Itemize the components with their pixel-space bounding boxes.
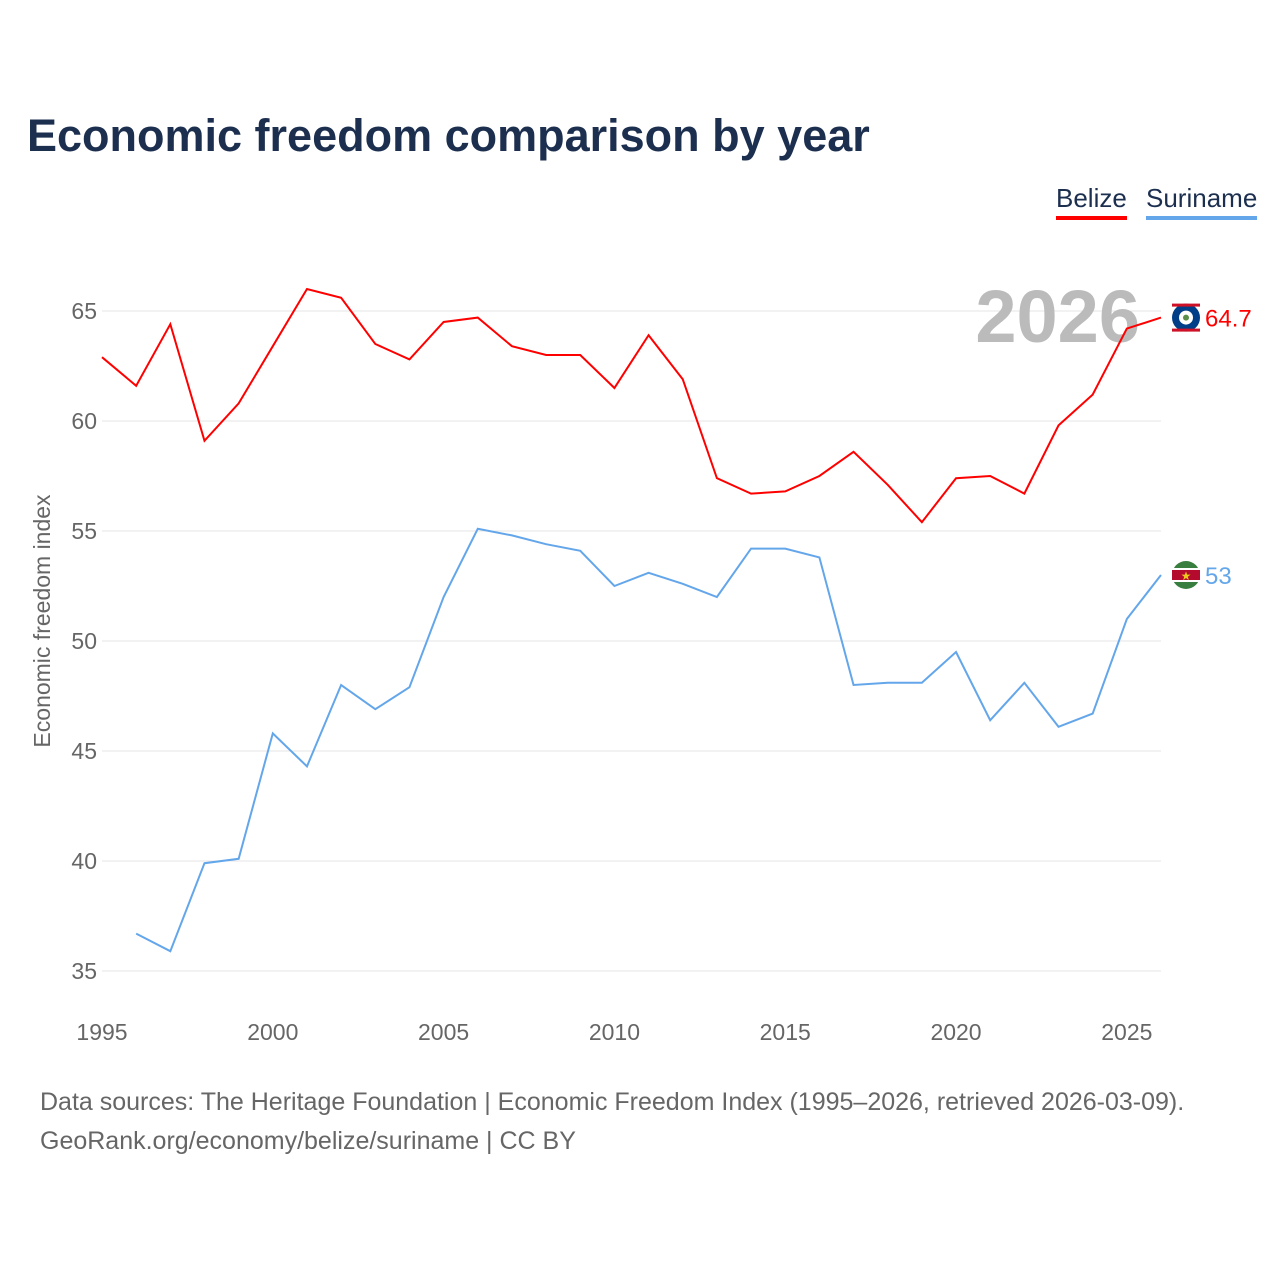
data-point xyxy=(1090,711,1096,717)
data-point xyxy=(406,356,412,362)
data-point xyxy=(475,315,481,321)
data-point xyxy=(133,931,139,937)
data-point xyxy=(748,546,754,552)
data-point xyxy=(1090,392,1096,398)
data-point xyxy=(304,286,310,292)
data-point xyxy=(611,583,617,589)
data-point xyxy=(543,541,549,547)
data-point xyxy=(338,295,344,301)
flag-icon-belize xyxy=(1172,303,1200,332)
end-value-label: 53 xyxy=(1205,563,1232,590)
flag-stripe xyxy=(1172,570,1200,580)
data-point xyxy=(816,554,822,560)
chart-title: Economic freedom comparison by year xyxy=(27,110,870,161)
data-point xyxy=(987,473,993,479)
data-point xyxy=(885,482,891,488)
data-point xyxy=(919,519,925,525)
data-point xyxy=(304,763,310,769)
data-point xyxy=(475,526,481,532)
flag-star: ★ xyxy=(1181,569,1192,583)
x-tick-label: 1995 xyxy=(76,1019,127,1045)
data-point xyxy=(851,682,857,688)
data-point xyxy=(167,948,173,954)
credit-link[interactable]: GeoRank.org/economy/belize/suriname | CC… xyxy=(40,1127,576,1155)
y-tick-label: 55 xyxy=(71,518,97,544)
data-point xyxy=(748,491,754,497)
data-point xyxy=(851,449,857,455)
data-point xyxy=(201,438,207,444)
data-sources: Data sources: The Heritage Foundation | … xyxy=(40,1088,1185,1116)
flag-stripe xyxy=(1172,303,1200,307)
data-point xyxy=(338,682,344,688)
data-point xyxy=(680,581,686,587)
data-point xyxy=(919,680,925,686)
x-tick-label: 2020 xyxy=(930,1019,981,1045)
data-point xyxy=(543,352,549,358)
data-point xyxy=(1021,680,1027,686)
series-line-suriname xyxy=(135,527,1162,953)
data-point xyxy=(611,385,617,391)
x-tick-label: 2010 xyxy=(589,1019,640,1045)
series-line-belize xyxy=(101,287,1162,524)
data-point xyxy=(167,321,173,327)
data-point xyxy=(953,475,959,481)
flag-icon-suriname: ★ xyxy=(1172,561,1200,589)
y-tick-label: 35 xyxy=(71,958,97,984)
data-point xyxy=(372,706,378,712)
x-tick-label: 2025 xyxy=(1101,1019,1152,1045)
data-point xyxy=(987,717,993,723)
data-point xyxy=(646,570,652,576)
data-point xyxy=(270,730,276,736)
data-point xyxy=(270,343,276,349)
data-point xyxy=(577,548,583,554)
data-point xyxy=(1056,724,1062,730)
data-point xyxy=(782,488,788,494)
data-point xyxy=(406,684,412,690)
legend-belize[interactable]: Belize xyxy=(1056,183,1127,220)
data-point xyxy=(953,649,959,655)
y-axis-label: Economic freedom index xyxy=(29,494,55,748)
data-point xyxy=(99,354,105,360)
flag-stripe xyxy=(1172,328,1200,332)
data-point xyxy=(1021,491,1027,497)
data-point xyxy=(441,319,447,325)
data-point xyxy=(1158,315,1164,321)
data-point xyxy=(714,594,720,600)
flag-emblem-center xyxy=(1183,314,1189,321)
data-point xyxy=(201,860,207,866)
end-value-label: 64.7 xyxy=(1205,306,1252,333)
data-point xyxy=(509,532,515,538)
legend-suriname[interactable]: Suriname xyxy=(1146,183,1258,220)
y-tick-label: 60 xyxy=(71,408,97,434)
data-point xyxy=(680,376,686,382)
data-point xyxy=(133,383,139,389)
data-point xyxy=(1124,326,1130,332)
y-tick-label: 40 xyxy=(71,848,97,874)
year-watermark: 2026 xyxy=(975,275,1140,358)
data-point xyxy=(646,332,652,338)
data-point xyxy=(1124,616,1130,622)
y-tick-label: 50 xyxy=(71,628,97,654)
x-tick-label: 2005 xyxy=(418,1019,469,1045)
data-point xyxy=(782,546,788,552)
data-point xyxy=(577,352,583,358)
data-point xyxy=(372,341,378,347)
data-point xyxy=(236,856,242,862)
data-point xyxy=(1158,572,1164,578)
data-point xyxy=(1056,422,1062,428)
data-point xyxy=(236,400,242,406)
x-tick-label: 2015 xyxy=(760,1019,811,1045)
data-point xyxy=(509,343,515,349)
y-tick-label: 65 xyxy=(71,298,97,324)
data-point xyxy=(441,594,447,600)
x-tick-label: 2000 xyxy=(247,1019,298,1045)
data-point xyxy=(885,680,891,686)
data-point xyxy=(816,473,822,479)
y-tick-label: 45 xyxy=(71,738,97,764)
data-point xyxy=(714,475,720,481)
